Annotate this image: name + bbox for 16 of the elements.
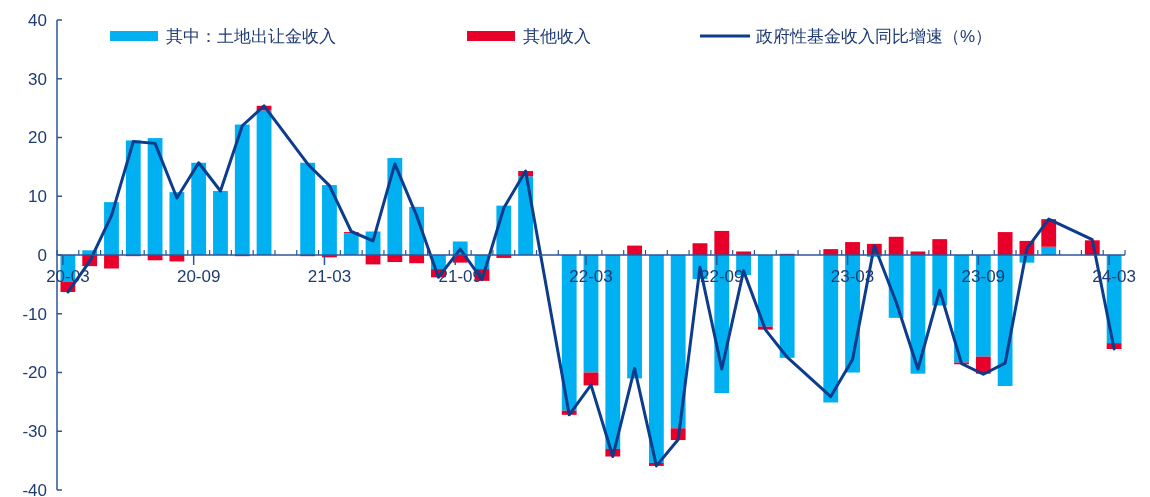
y-tick-label: 0 — [37, 245, 47, 265]
x-tick-label: 21-03 — [307, 267, 352, 286]
legend-label: 政府性基金收入同比增速（%） — [756, 26, 993, 46]
y-tick-label: -40 — [22, 480, 47, 497]
y-tick-label: -20 — [22, 363, 47, 383]
x-tick-label: 22-09 — [700, 267, 744, 286]
y-tick-label: 40 — [28, 10, 47, 30]
y-tick-label: 30 — [28, 69, 47, 89]
y-tick-label: -10 — [22, 304, 47, 324]
x-tick-label: 21-09 — [438, 267, 482, 286]
y-tick-label: -30 — [22, 422, 47, 442]
x-tick-label: 20-09 — [176, 267, 221, 286]
legend-label: 其中：土地出让金收入 — [166, 26, 336, 46]
y-tick-label: 20 — [28, 128, 47, 148]
y-tick-label: 10 — [28, 187, 47, 207]
legend-label: 其他收入 — [523, 26, 591, 46]
